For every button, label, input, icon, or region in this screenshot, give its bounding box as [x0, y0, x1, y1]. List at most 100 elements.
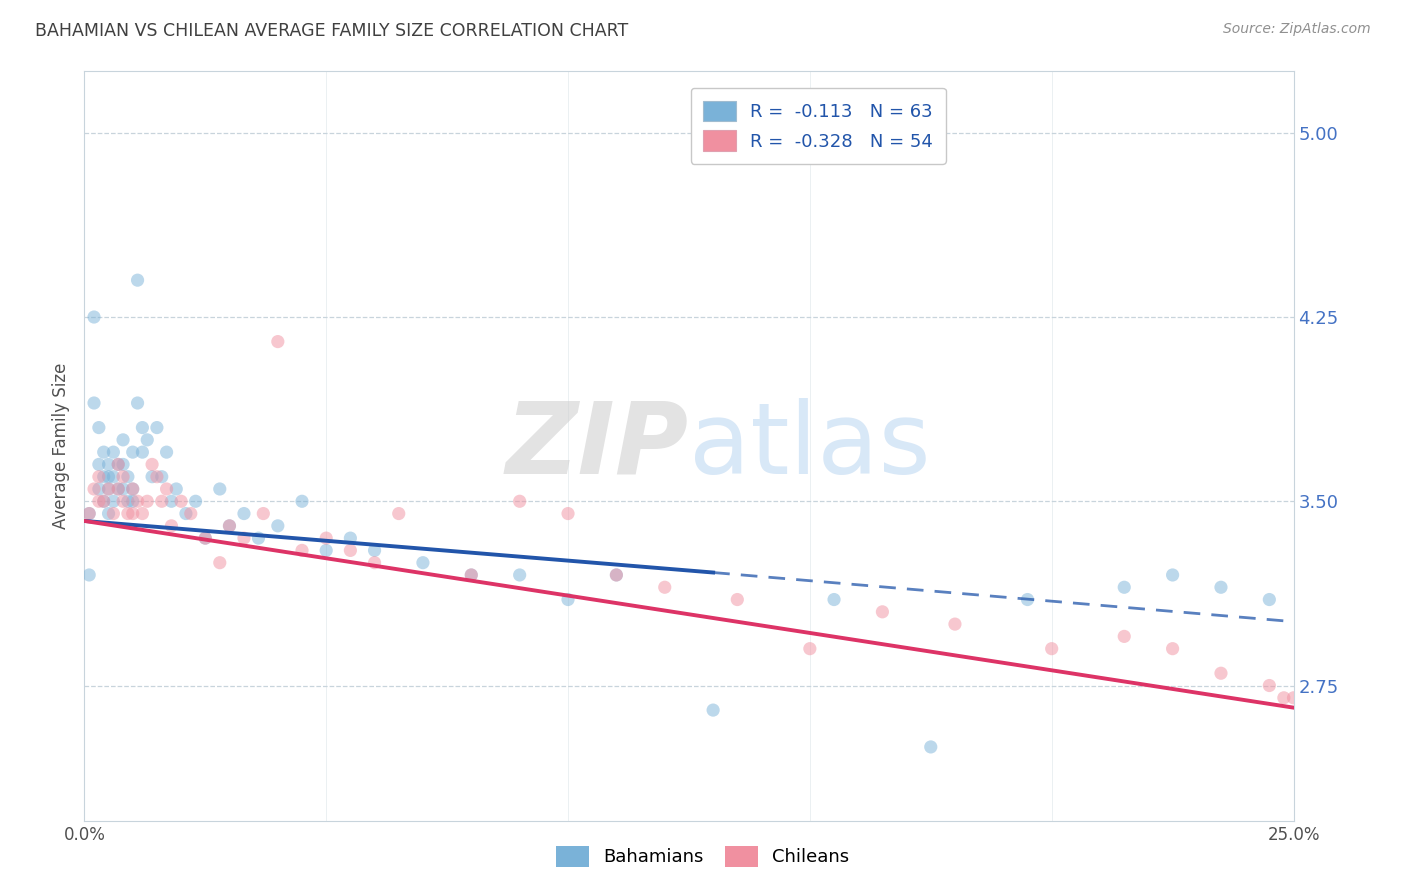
Point [208, 556, 231, 570]
Point [107, 482, 129, 496]
Point [131, 445, 153, 459]
Point [1017, 592, 1039, 607]
Point [1040, 641, 1063, 656]
Point [872, 605, 894, 619]
Point [509, 494, 531, 508]
Point [87, 482, 110, 496]
Point [267, 334, 290, 349]
Point [174, 507, 197, 521]
Point [180, 507, 202, 521]
Point [121, 482, 143, 496]
Text: Source: ZipAtlas.com: Source: ZipAtlas.com [1223, 22, 1371, 37]
Point [460, 568, 482, 582]
Point [107, 458, 129, 472]
Point [702, 703, 724, 717]
Point [1161, 641, 1184, 656]
Point [363, 543, 385, 558]
Point [93, 469, 115, 483]
Point [557, 592, 579, 607]
Point [121, 482, 143, 496]
Point [150, 494, 173, 508]
Point [339, 531, 361, 545]
Point [155, 482, 177, 496]
Point [267, 519, 290, 533]
Point [150, 469, 173, 483]
Point [77, 568, 100, 582]
Point [107, 482, 129, 496]
Point [141, 469, 163, 483]
Point [460, 568, 482, 582]
Point [605, 568, 627, 582]
Point [155, 445, 177, 459]
Point [127, 396, 149, 410]
Point [87, 420, 110, 434]
Point [97, 507, 120, 521]
Point [121, 445, 143, 459]
Point [339, 543, 361, 558]
Point [291, 494, 314, 508]
Point [1306, 679, 1329, 693]
Point [194, 531, 217, 545]
Point [1272, 690, 1295, 705]
Point [97, 482, 120, 496]
Point [170, 494, 193, 508]
Point [87, 458, 110, 472]
Point [121, 494, 143, 508]
Point [127, 494, 149, 508]
Point [388, 507, 411, 521]
Point [97, 482, 120, 496]
Point [93, 494, 115, 508]
Point [93, 445, 115, 459]
Point [943, 617, 966, 632]
Point [412, 556, 434, 570]
Point [218, 519, 240, 533]
Point [117, 507, 139, 521]
Point [1258, 592, 1281, 607]
Y-axis label: Average Family Size: Average Family Size [52, 363, 70, 529]
Point [1322, 690, 1344, 705]
Point [103, 507, 125, 521]
Text: ZIP: ZIP [506, 398, 689, 494]
Point [146, 420, 169, 434]
Point [208, 482, 231, 496]
Point [315, 543, 337, 558]
Text: BAHAMIAN VS CHILEAN AVERAGE FAMILY SIZE CORRELATION CHART: BAHAMIAN VS CHILEAN AVERAGE FAMILY SIZE … [35, 22, 628, 40]
Point [131, 507, 153, 521]
Point [823, 592, 845, 607]
Point [87, 469, 110, 483]
Point [83, 482, 105, 496]
Point [1292, 666, 1315, 681]
Point [799, 641, 821, 656]
Point [252, 507, 274, 521]
Point [97, 458, 120, 472]
Point [107, 458, 129, 472]
Point [83, 310, 105, 324]
Legend: Bahamians, Chileans: Bahamians, Chileans [550, 838, 856, 874]
Point [218, 519, 240, 533]
Point [291, 543, 314, 558]
Point [112, 433, 135, 447]
Point [77, 507, 100, 521]
Point [557, 507, 579, 521]
Point [725, 592, 748, 607]
Point [136, 433, 159, 447]
Point [184, 494, 207, 508]
Text: atlas: atlas [689, 398, 931, 494]
Point [1282, 690, 1305, 705]
Point [1114, 629, 1136, 643]
Point [136, 494, 159, 508]
Point [77, 507, 100, 521]
Point [112, 458, 135, 472]
Point [1209, 580, 1232, 594]
Point [1114, 580, 1136, 594]
Point [165, 482, 187, 496]
Point [121, 507, 143, 521]
Point [654, 580, 676, 594]
Point [160, 494, 183, 508]
Point [605, 568, 627, 582]
Point [1209, 666, 1232, 681]
Point [93, 494, 115, 508]
Point [1258, 679, 1281, 693]
Point [509, 568, 531, 582]
Point [112, 494, 135, 508]
